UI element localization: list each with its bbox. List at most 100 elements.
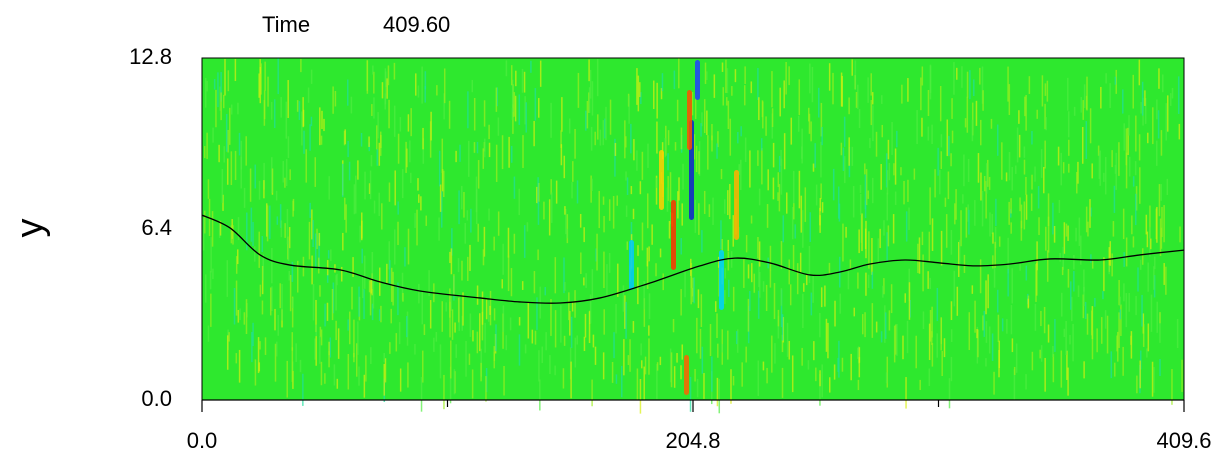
field-streak [204,77,207,108]
field-streak [1046,250,1049,282]
field-streak [1077,161,1079,184]
field-streak [1181,359,1183,392]
field-streak [622,285,625,312]
field-streak [349,311,351,345]
field-streak [235,280,238,316]
field-streak [468,353,471,365]
field-streak [464,223,466,244]
field-streak [713,74,716,98]
field-streak [837,186,840,219]
field-streak [326,260,329,276]
field-streak [261,236,264,252]
field-streak [725,59,727,93]
field-streak [796,263,799,295]
field-streak [865,272,867,296]
field-streak [363,289,365,319]
field-streak [1163,263,1165,285]
field-streak [727,251,730,271]
field-streak [564,281,566,291]
field-streak [1166,95,1169,132]
field-streak [595,248,597,262]
field-streak [946,119,949,157]
field-streak [562,368,565,389]
field-streak [883,278,885,295]
field-streak [347,319,349,331]
field-streak [917,243,919,274]
field-streak [1125,293,1128,328]
field-streak [319,107,321,146]
field-streak [455,150,457,163]
field-streak [810,292,813,316]
field-streak [207,325,210,342]
field-streak [662,273,664,291]
field-streak [671,200,676,270]
field-streak [941,350,943,376]
field-streak [655,263,657,277]
field-streak [858,347,861,363]
field-streak [711,135,713,152]
field-streak [275,190,278,201]
field-streak [513,176,516,199]
field-streak [974,200,976,226]
field-streak [864,312,866,338]
field-streak [424,86,426,103]
field-streak [778,155,781,173]
field-streak [990,118,993,129]
field-streak [407,228,410,265]
field-streak [550,192,553,223]
field-streak [308,221,311,260]
field-streak [904,293,906,303]
field-streak [744,137,747,163]
field-streak [1047,193,1050,227]
field-streak [693,277,695,304]
field-streak [316,228,318,250]
field-streak [511,79,514,112]
field-streak [1152,107,1154,145]
field-streak [1154,256,1156,270]
field-streak [628,95,630,124]
field-streak [1138,134,1141,161]
field-streak [859,184,862,194]
field-streak [820,141,822,178]
field-streak [957,241,960,277]
field-streak [381,82,384,99]
field-streak [774,343,776,364]
field-streak [732,215,735,247]
field-streak [696,317,698,354]
field-streak [469,313,472,337]
field-streak [703,372,705,399]
field-streak [569,310,571,336]
field-streak [1025,265,1028,281]
field-streak [735,331,738,345]
field-streak [1178,123,1181,140]
field-streak [210,237,212,273]
field-streak [980,172,982,201]
field-streak [1159,358,1161,376]
field-streak [1123,123,1125,151]
field-streak [1073,106,1076,116]
field-streak [1087,221,1089,237]
field-streak [481,311,484,341]
field-streak [1125,237,1128,267]
field-streak [857,272,859,289]
field-streak [480,362,482,382]
field-streak [887,225,890,247]
field-streak [727,239,730,251]
field-streak [820,287,823,308]
field-streak [1094,297,1096,307]
field-streak [473,142,476,153]
field-streak [439,344,442,379]
field-streak [381,203,383,230]
field-streak [1145,214,1148,235]
field-streak [1142,324,1145,347]
field-streak [1044,357,1046,392]
field-streak [1125,128,1128,166]
field-streak [1057,146,1060,166]
field-streak [441,169,444,192]
field-streak [1059,252,1061,262]
field-streak [368,136,370,147]
field-streak [732,286,735,312]
field-streak [397,201,399,215]
field-streak [621,365,623,398]
field-streak [893,325,896,363]
